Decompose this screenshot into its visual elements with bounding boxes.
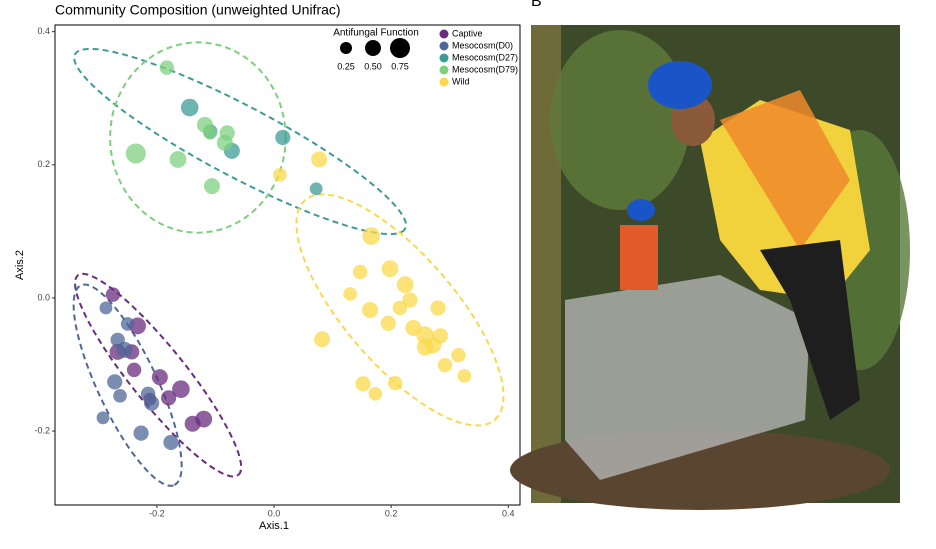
- point: [343, 287, 357, 301]
- legend-key: [439, 65, 449, 75]
- size-legend-key: [340, 42, 352, 54]
- point: [368, 387, 383, 401]
- panel-label: B: [531, 0, 542, 10]
- point: [432, 328, 448, 344]
- legend-key: [439, 29, 449, 39]
- point: [275, 129, 291, 146]
- confidence-ellipse: [73, 47, 408, 236]
- point: [362, 301, 379, 318]
- point: [203, 126, 217, 140]
- point: [159, 60, 175, 75]
- y-tick-label: 0.4: [37, 26, 50, 36]
- plot-frame: [54, 24, 521, 506]
- legend-label: Mesocosm(D27): [452, 52, 518, 62]
- point: [144, 395, 160, 411]
- x-tick-label: 0.0: [268, 508, 281, 518]
- point: [396, 276, 414, 294]
- confidence-ellipse: [295, 193, 505, 427]
- y-axis-title: Axis.2: [14, 250, 26, 280]
- point: [402, 292, 418, 308]
- point: [120, 317, 135, 331]
- point: [314, 331, 331, 348]
- point: [311, 151, 328, 168]
- point: [451, 348, 466, 363]
- size-legend-label: 0.25: [337, 61, 355, 71]
- legend-key: [439, 77, 449, 87]
- point: [457, 369, 472, 383]
- point: [203, 178, 220, 195]
- point: [163, 434, 179, 451]
- point: [96, 411, 110, 425]
- x-tick-label: 0.4: [502, 508, 515, 518]
- point: [116, 341, 133, 358]
- photo: [510, 25, 910, 510]
- y-tick-label: -0.2: [34, 425, 50, 435]
- legend-key: [439, 41, 449, 51]
- point: [216, 134, 233, 151]
- point: [161, 390, 177, 406]
- point: [273, 167, 287, 182]
- point: [430, 300, 446, 316]
- y-tick-label: 0.2: [37, 159, 50, 169]
- chart-title: Community Composition (unweighted Unifra…: [55, 2, 341, 18]
- legend-key: [439, 53, 449, 63]
- point: [388, 375, 403, 391]
- size-legend-title: Antifungal Function: [333, 28, 419, 39]
- point: [362, 227, 381, 245]
- x-tick-label: -0.2: [149, 508, 165, 518]
- confidence-ellipse: [73, 272, 243, 478]
- point: [107, 374, 123, 390]
- point: [172, 380, 190, 398]
- legend-label: Wild: [452, 76, 470, 86]
- size-legend-key: [390, 38, 410, 58]
- size-legend-label: 0.50: [364, 61, 382, 71]
- size-legend-key: [365, 40, 381, 56]
- point: [151, 369, 168, 386]
- legend-label: Mesocosm(D0): [452, 40, 513, 50]
- point: [309, 182, 323, 196]
- point: [195, 410, 213, 428]
- point: [392, 300, 408, 316]
- point: [99, 301, 113, 315]
- point: [133, 425, 149, 441]
- point: [355, 376, 371, 392]
- y-tick-label: 0.0: [37, 292, 50, 302]
- point: [105, 287, 121, 302]
- point: [169, 151, 187, 168]
- legend-label: Captive: [452, 28, 483, 38]
- point: [113, 389, 127, 403]
- x-axis-title: Axis.1: [259, 520, 289, 532]
- size-legend-label: 0.75: [391, 61, 409, 71]
- confidence-ellipse: [72, 283, 183, 487]
- point: [126, 362, 142, 378]
- point: [437, 357, 453, 373]
- point: [352, 264, 368, 280]
- point: [380, 315, 396, 331]
- x-tick-label: 0.2: [385, 508, 398, 518]
- point: [180, 98, 199, 117]
- point: [381, 260, 399, 278]
- confidence-ellipse: [109, 41, 287, 234]
- legend-label: Mesocosm(D79): [452, 64, 518, 74]
- point: [125, 143, 146, 164]
